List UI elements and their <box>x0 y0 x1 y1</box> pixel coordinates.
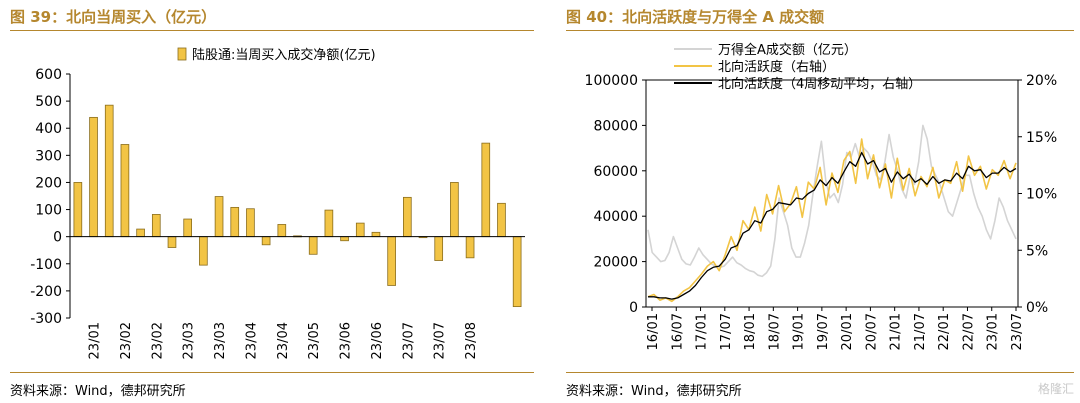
x-tick-label: 20/01 <box>840 313 855 350</box>
y-tick-label: -200 <box>30 284 62 300</box>
panel-north-activity: 图 40：北向活跃度与万得全 A 成交额 0 20000 40000 60000 800… <box>556 0 1080 403</box>
bar <box>434 236 444 261</box>
x-tick-label: 21/01 <box>889 313 904 350</box>
bar <box>89 116 98 238</box>
bar <box>340 236 349 242</box>
bar <box>104 104 114 238</box>
y-tick-label: 100 <box>35 203 62 219</box>
bar <box>246 208 255 238</box>
bar <box>403 196 412 238</box>
bar <box>261 236 271 246</box>
x-tick-label: 23/07 <box>1010 313 1025 350</box>
x-tick-label: 23/06 <box>339 322 354 359</box>
x-tick-label: 22/01 <box>937 313 952 350</box>
y-tick-label: 0 <box>53 230 62 246</box>
y-tick-label: -300 <box>30 311 62 327</box>
x-tick-label: 23/04 <box>276 322 291 359</box>
y-tick-label: 600 <box>35 67 62 83</box>
right-y-tick-label: 10% <box>1026 187 1057 203</box>
panel-north-weekly-buy: 图 39：北向当周买入（亿元） 600 500 400 300 200 100 0 -100 -… <box>10 8 534 399</box>
y-tick-label: -100 <box>30 257 62 273</box>
x-tick-label: 19/01 <box>792 313 807 350</box>
series-line <box>648 151 1017 300</box>
bar <box>481 142 491 238</box>
x-tick-label: 22/07 <box>961 313 976 350</box>
bar <box>497 202 506 238</box>
x-tick-label: 23/02 <box>119 322 134 359</box>
x-tick-label: 23/03 <box>213 322 228 359</box>
right-y-tick-label: 0% <box>1026 300 1048 316</box>
figure-title: 图 39：北向当周买入（亿元） <box>10 8 217 26</box>
x-tick-label: 23/05 <box>307 322 322 359</box>
left-y-tick-label: 80000 <box>593 118 638 134</box>
bar <box>167 236 177 248</box>
bar <box>214 196 224 238</box>
bar <box>387 236 396 286</box>
series-line <box>647 138 1017 303</box>
bar <box>183 218 192 238</box>
right-y-tick-label: 20% <box>1026 73 1057 89</box>
left-y-tick-label: 40000 <box>593 209 638 225</box>
bar <box>151 214 161 238</box>
source-note: 资料来源：Wind，德邦研究所 <box>566 384 742 399</box>
source-divider <box>566 372 1074 373</box>
legend-label: 北向活跃度（右轴） <box>718 59 835 75</box>
left-y-tick-label: 60000 <box>593 164 638 180</box>
x-tick-label: 23/03 <box>182 322 197 359</box>
x-tick-label: 23/04 <box>244 322 259 359</box>
title-divider <box>566 30 1074 31</box>
y-tick-label: 400 <box>35 121 62 137</box>
bar-chart: 600 500 400 300 200 100 0 -100 -200 -300 23/01 23/0… <box>30 47 525 359</box>
left-y-tick-label: 20000 <box>593 255 638 271</box>
x-tick-label: 23/07 <box>433 322 448 359</box>
bar <box>120 144 130 238</box>
bar <box>308 236 318 255</box>
x-tick-label: 21/07 <box>913 313 928 350</box>
left-y-tick-label: 100000 <box>585 73 638 89</box>
legend-label: 陆股通:当周买入成交净额(亿元) <box>192 47 376 63</box>
left-y-tick-label: 0 <box>629 300 638 316</box>
bar <box>450 182 459 238</box>
bar <box>277 224 287 238</box>
x-tick-label: 23/01 <box>88 322 103 359</box>
x-tick-label: 16/07 <box>670 313 685 350</box>
bar <box>136 228 145 238</box>
right-y-tick-label: 5% <box>1026 243 1048 259</box>
figure-title: 图 40：北向活跃度与万得全 A 成交额 <box>566 8 825 26</box>
x-tick-label: 23/02 <box>150 322 165 359</box>
bar <box>199 236 208 266</box>
series-line <box>647 124 1017 278</box>
x-tick-label: 17/01 <box>695 313 710 350</box>
bar <box>230 206 240 238</box>
x-tick-label: 19/07 <box>816 313 831 350</box>
legend-swatch <box>177 47 187 61</box>
source-divider <box>10 372 534 373</box>
x-tick-label: 20/07 <box>864 313 879 350</box>
x-tick-label: 16/01 <box>646 313 661 350</box>
bar <box>512 236 522 308</box>
x-tick-label: 17/07 <box>719 313 734 350</box>
x-tick-label: 18/07 <box>767 313 782 350</box>
bar <box>465 236 475 259</box>
x-tick-label: 23/07 <box>401 322 416 359</box>
legend-label: 万得全A成交额（亿元） <box>718 42 857 58</box>
y-tick-label: 300 <box>35 148 62 164</box>
x-tick-label: 18/01 <box>743 313 758 350</box>
watermark-logo: 格隆汇 <box>1037 382 1074 396</box>
bar <box>324 209 334 238</box>
bar <box>371 231 381 238</box>
y-tick-label: 500 <box>35 94 62 110</box>
source-note: 资料来源：Wind，德邦研究所 <box>10 384 186 399</box>
x-tick-label: 23/08 <box>464 322 479 359</box>
bar <box>73 182 83 238</box>
title-divider <box>10 30 534 31</box>
y-tick-label: 200 <box>35 175 62 191</box>
x-tick-label: 23/01 <box>986 313 1001 350</box>
x-tick-label: 23/06 <box>370 322 385 359</box>
right-y-tick-label: 15% <box>1026 130 1057 146</box>
line-chart: 0 20000 40000 60000 80000 100000 0% 5% 10% 15% 20%… <box>585 42 1058 350</box>
legend-label: 北向活跃度（4周移动平均，右轴） <box>718 76 921 92</box>
bar <box>355 222 365 238</box>
